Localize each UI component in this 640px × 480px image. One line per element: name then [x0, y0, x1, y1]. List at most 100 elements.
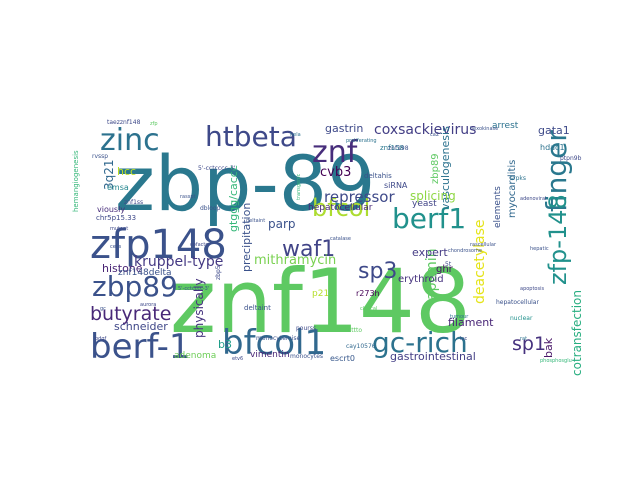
word-htbeta: htbeta [205, 120, 297, 153]
word-ptpn9b: ptpn9b [560, 155, 582, 162]
word-sp1: sp1 [512, 333, 546, 355]
word-repressor: repressor [324, 188, 395, 206]
word-bfcol1: bfcol1 [222, 323, 326, 363]
word-chr5p15-33: chr5p15.33 [96, 214, 136, 222]
word-mutant: mutant [110, 226, 128, 232]
word-chondrosome: chondrosome [448, 248, 482, 254]
word-waf1: waf1 [282, 237, 335, 262]
word-rat: rat [520, 336, 527, 342]
word-3q21: 3q21 [102, 159, 116, 190]
word-luc: luc [460, 336, 468, 342]
word-hepatocellular: hepatocellular [496, 299, 539, 306]
word-cay10576: cay10576 [346, 343, 376, 350]
word-cells: cells [110, 244, 122, 250]
word-aurora: aurora [140, 302, 156, 308]
word-pourss: pourss [296, 325, 316, 332]
word-cofactor: cofactor [190, 242, 211, 248]
word-znf158: znf158 [380, 144, 404, 152]
word-gc: gc [100, 306, 106, 312]
word-zbp-89: zbp-89 [115, 139, 376, 228]
word-clinical: clinical [360, 306, 377, 312]
word-5-cctcccc-3: 5'-cctcccc-3' [198, 165, 236, 172]
word-arrest: arrest [492, 121, 519, 131]
word-zbp89: zbp89 [430, 153, 441, 184]
word-r273h: r273h [356, 289, 380, 298]
word-monocytes: monocytes [290, 353, 323, 360]
word-dbloop: dbloop [200, 205, 221, 212]
word-deacetylase: deacetylase [472, 219, 488, 304]
word-deltaint: deltaint [246, 218, 265, 224]
word-finger: finger [540, 130, 573, 212]
word-schneider: schneider [114, 320, 168, 333]
word-hemangiogenesis: hemangiogenesis [72, 150, 80, 212]
word-gtggg-caccc: gtggg/caccc [227, 165, 240, 232]
word-histone: histone [102, 262, 143, 275]
word-gc-rich: gc-rich [372, 326, 468, 359]
word-tumour: tumour [450, 314, 469, 320]
word-proliferating: proliferating [346, 138, 377, 144]
word-zfp148: zfp148 [90, 222, 227, 268]
word-zinc: zinc [100, 123, 160, 158]
word-filament: filament [448, 316, 494, 329]
word-nuclear: nuclear [510, 315, 533, 322]
word-precipitation: precipitation [240, 203, 253, 272]
word-znf198: znf198 [388, 145, 409, 152]
word-catalase: catalase [330, 236, 351, 242]
word-rasspt: rasspt [180, 194, 196, 200]
word-zbp5: zbp5 [215, 265, 222, 280]
word-monocytemise: monocytemise [256, 335, 301, 342]
word-gastrin: gastrin [325, 122, 363, 135]
word-erythroid: erythroid [398, 274, 444, 285]
word-rvssp: rvssp [92, 153, 108, 160]
word-cvb3: cvb3 [320, 165, 351, 180]
word-gata1: gata1 [538, 124, 570, 137]
word-splicing: splicing [410, 189, 456, 203]
word-p21: p21 [312, 289, 329, 299]
word-physically: physically [192, 278, 206, 338]
word-znf1ss: znf1ss [124, 199, 143, 206]
word-adenoviral: adenoviral [520, 196, 546, 202]
word-apcmin: apcmin [424, 248, 440, 300]
word-deltahis: deltahis [364, 172, 392, 180]
word-cttto: cttto [348, 327, 362, 334]
word-5-cctcccc-3: 5'-cctcccc-3' [178, 286, 209, 292]
word-sirna: siRNA [384, 181, 408, 190]
word-taezznf148: taezznf148 [107, 119, 141, 126]
word-kruppel-type: kruppel-type [134, 254, 223, 270]
word-znf148delta: znf148delta [118, 268, 172, 278]
word-emsa: emsa [107, 183, 129, 192]
word-elements: elements [493, 186, 503, 228]
word-berf-1: berf-1 [90, 327, 191, 367]
word-hdac1: hdac1 [540, 143, 565, 152]
word-berf1: berf1 [392, 202, 466, 235]
word-vimentin: vimentin [250, 350, 290, 360]
word-zbp89: zbp89 [92, 270, 178, 303]
word-ghr: ghr [436, 264, 454, 275]
word-hepatic: hepatic [530, 246, 549, 252]
word-yeast: yeast [412, 199, 437, 209]
word-hela: hela [290, 132, 301, 138]
word-bak: bak [542, 337, 555, 358]
word-hepatocellular: hepatocellular [308, 203, 373, 213]
word-znf: znf [312, 135, 359, 170]
word-apoptosis: apoptosis [520, 286, 544, 292]
word-gastrointestinal: gastrointestinal [390, 350, 476, 363]
word-hexokinase: hexokinase [470, 126, 498, 132]
word-myocarditis: myocarditis [507, 160, 518, 218]
word-transgenic: transgenic [296, 173, 302, 200]
word-zfp: zfp [150, 121, 158, 127]
word-expert: expert [412, 246, 448, 259]
word-pdgf: pdgf [95, 336, 107, 342]
word-znf148: znf148 [170, 250, 471, 353]
word-zfp-148: zfp-148 [544, 194, 572, 285]
word-coxsackievirus: coxsackievirus [374, 122, 476, 138]
word-viously: viously [97, 205, 125, 214]
word-etv6: etv6 [232, 356, 243, 362]
word-sp3: sp3 [358, 259, 397, 284]
word-adenoma: adenoma [174, 351, 216, 361]
word-ca2: ca2 [430, 132, 439, 138]
word-mithramycin: mithramycin [254, 253, 336, 268]
word-vasculogenesis: vasculogenesis [439, 126, 452, 210]
word-butyrate: butyrate [90, 303, 171, 325]
word-deltaint: deltaint [244, 304, 271, 312]
